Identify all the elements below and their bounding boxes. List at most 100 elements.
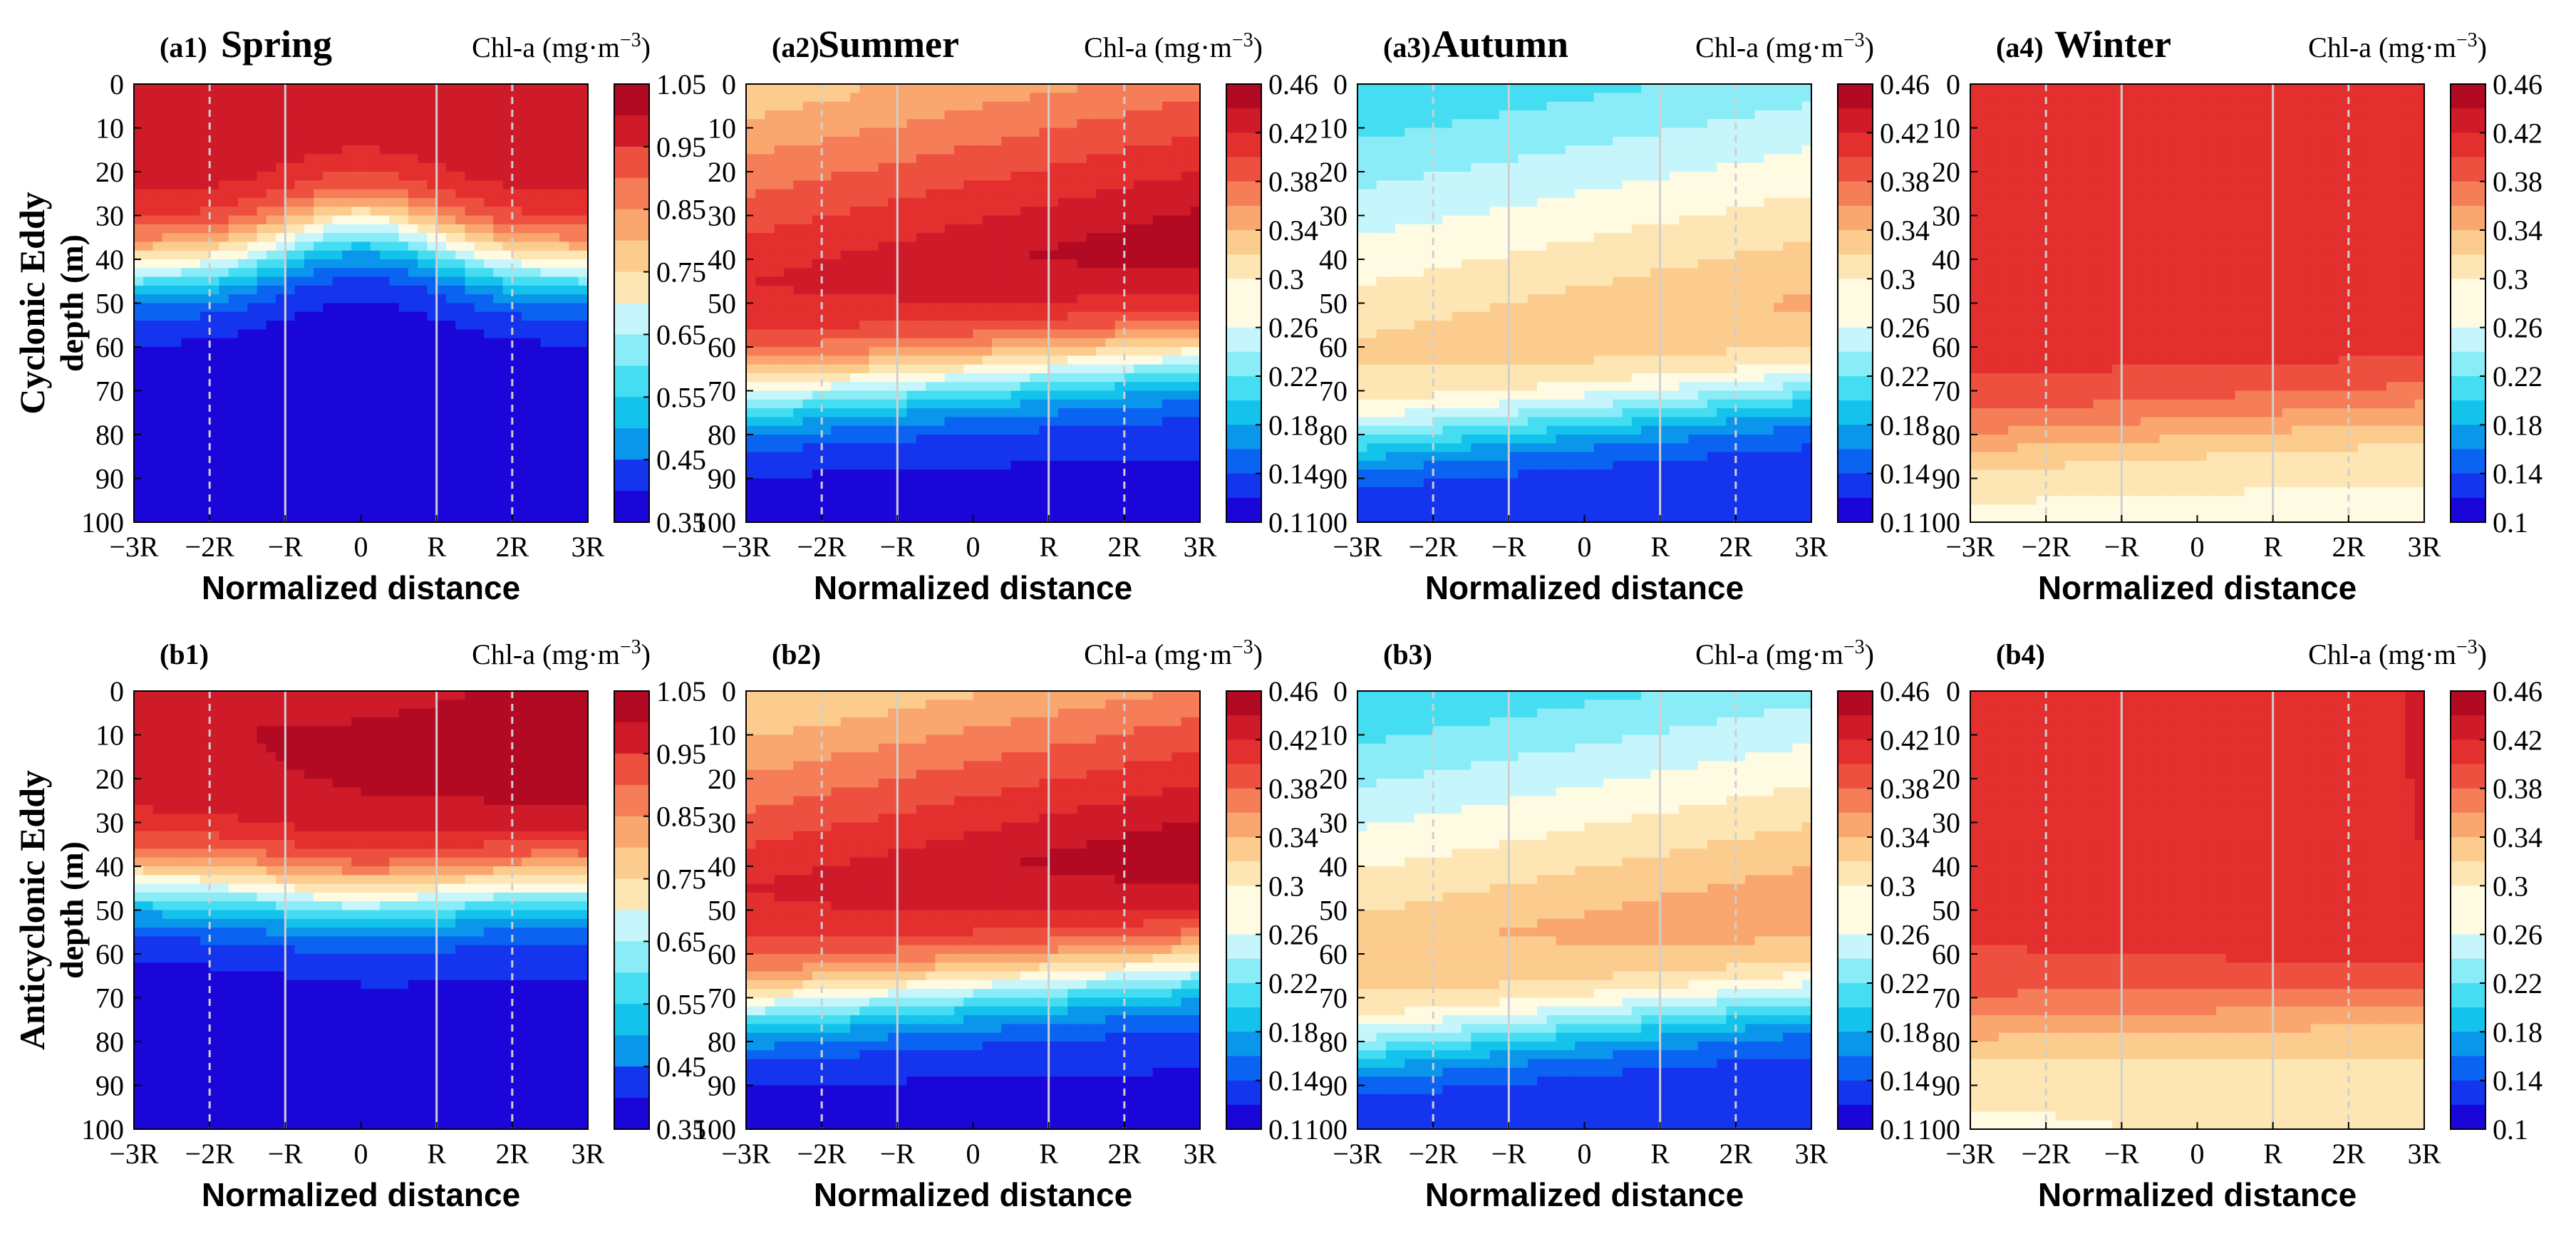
heatmap-cell: [162, 373, 172, 383]
heatmap-cell: [793, 145, 804, 155]
heatmap-cell: [906, 435, 917, 444]
heatmap-cell: [774, 303, 785, 313]
heatmap-cell: [445, 294, 456, 304]
heatmap-cell: [935, 496, 946, 505]
heatmap-cell: [361, 180, 371, 190]
heatmap-cell: [323, 233, 333, 242]
heatmap-cell: [926, 93, 936, 103]
heatmap-cell: [247, 408, 258, 417]
heatmap-cell: [944, 355, 955, 365]
heatmap-cell: [578, 224, 589, 234]
heatmap-cell: [427, 189, 438, 199]
heatmap-cell: [228, 496, 239, 505]
heatmap-cell: [257, 145, 267, 155]
heatmap-cell: [152, 513, 163, 523]
heatmap-cell: [228, 224, 239, 234]
heatmap-cell: [531, 496, 542, 505]
heatmap-cell: [935, 303, 946, 313]
heatmap-cell: [935, 285, 946, 295]
heatmap-cell: [1086, 101, 1097, 111]
heatmap-cell: [1077, 399, 1087, 409]
heatmap-cell: [162, 276, 172, 286]
heatmap-cell: [237, 487, 248, 497]
heatmap-cell: [540, 303, 551, 313]
heatmap-cell: [1181, 180, 1191, 190]
heatmap-cell: [531, 154, 542, 164]
heatmap-cell: [304, 276, 314, 286]
heatmap-cell: [869, 443, 879, 453]
heatmap-cell: [361, 84, 371, 93]
heatmap-cell: [172, 364, 182, 374]
heatmap-cell: [190, 215, 201, 225]
heatmap-cell: [445, 329, 456, 339]
heatmap-cell: [294, 294, 305, 304]
heatmap-cell: [332, 460, 343, 470]
heatmap-cell: [455, 452, 466, 462]
heatmap-cell: [1001, 93, 1012, 103]
heatmap-cell: [831, 460, 842, 470]
x-tick-label: −2R: [797, 531, 847, 563]
heatmap-cell: [784, 268, 794, 278]
heatmap-cell: [963, 347, 974, 356]
heatmap-cell: [1143, 101, 1154, 111]
heatmap-cell: [134, 513, 144, 523]
heatmap-cell: [755, 110, 766, 120]
heatmap-cell: [1171, 460, 1182, 470]
heatmap-cell: [341, 189, 352, 199]
heatmap-cell: [323, 390, 333, 400]
heatmap-cell: [774, 294, 785, 304]
heatmap-cell: [361, 197, 371, 207]
heatmap-cell: [361, 207, 371, 217]
heatmap-cell: [746, 145, 756, 155]
heatmap-cell: [793, 355, 804, 365]
heatmap-cell: [849, 408, 860, 417]
heatmap-cell: [765, 399, 775, 409]
heatmap-cell: [802, 172, 813, 181]
heatmap-cell: [418, 207, 428, 217]
heatmap-cell: [897, 364, 908, 374]
heatmap-cell: [840, 145, 851, 155]
heatmap-cell: [257, 321, 267, 330]
heatmap-cell: [1143, 311, 1154, 321]
heatmap-cell: [859, 128, 870, 137]
heatmap-cell: [247, 311, 258, 321]
heatmap-cell: [774, 197, 785, 207]
heatmap-cell: [1181, 189, 1191, 199]
heatmap-cell: [540, 496, 551, 505]
heatmap-cell: [200, 128, 210, 137]
heatmap-cell: [802, 321, 813, 330]
heatmap-cell: [210, 180, 220, 190]
heatmap-cell: [1030, 355, 1040, 365]
heatmap-cell: [926, 487, 936, 497]
heatmap-cell: [1124, 128, 1134, 137]
heatmap-cell: [1067, 329, 1078, 339]
heatmap-cell: [1171, 101, 1182, 111]
heatmap-cell: [380, 338, 390, 348]
heatmap-cell: [1057, 268, 1068, 278]
heatmap-cell: [162, 399, 172, 409]
heatmap-cell: [162, 487, 172, 497]
heatmap-cell: [1001, 119, 1012, 129]
heatmap-cell: [926, 233, 936, 242]
heatmap-cell: [1067, 487, 1078, 497]
heatmap-cell: [418, 338, 428, 348]
heatmap-cell: [512, 487, 522, 497]
heatmap-cell: [1057, 242, 1068, 251]
heatmap-cell: [1057, 224, 1068, 234]
heatmap-cell: [793, 364, 804, 374]
heatmap-cell: [1048, 355, 1059, 365]
heatmap-cell: [294, 373, 305, 383]
heatmap-cell: [210, 338, 220, 348]
heatmap-cell: [1020, 329, 1030, 339]
heatmap-cell: [294, 154, 305, 164]
heatmap-cell: [963, 452, 974, 462]
heatmap-cell: [569, 373, 579, 383]
heatmap-cell: [540, 487, 551, 497]
heatmap-cell: [774, 364, 785, 374]
x-tick-label: R: [1039, 531, 1058, 563]
heatmap-cell: [332, 119, 343, 129]
heatmap-cell: [992, 207, 1002, 217]
heatmap-cell: [219, 329, 229, 339]
heatmap-cell: [849, 321, 860, 330]
heatmap-cell: [361, 93, 371, 103]
